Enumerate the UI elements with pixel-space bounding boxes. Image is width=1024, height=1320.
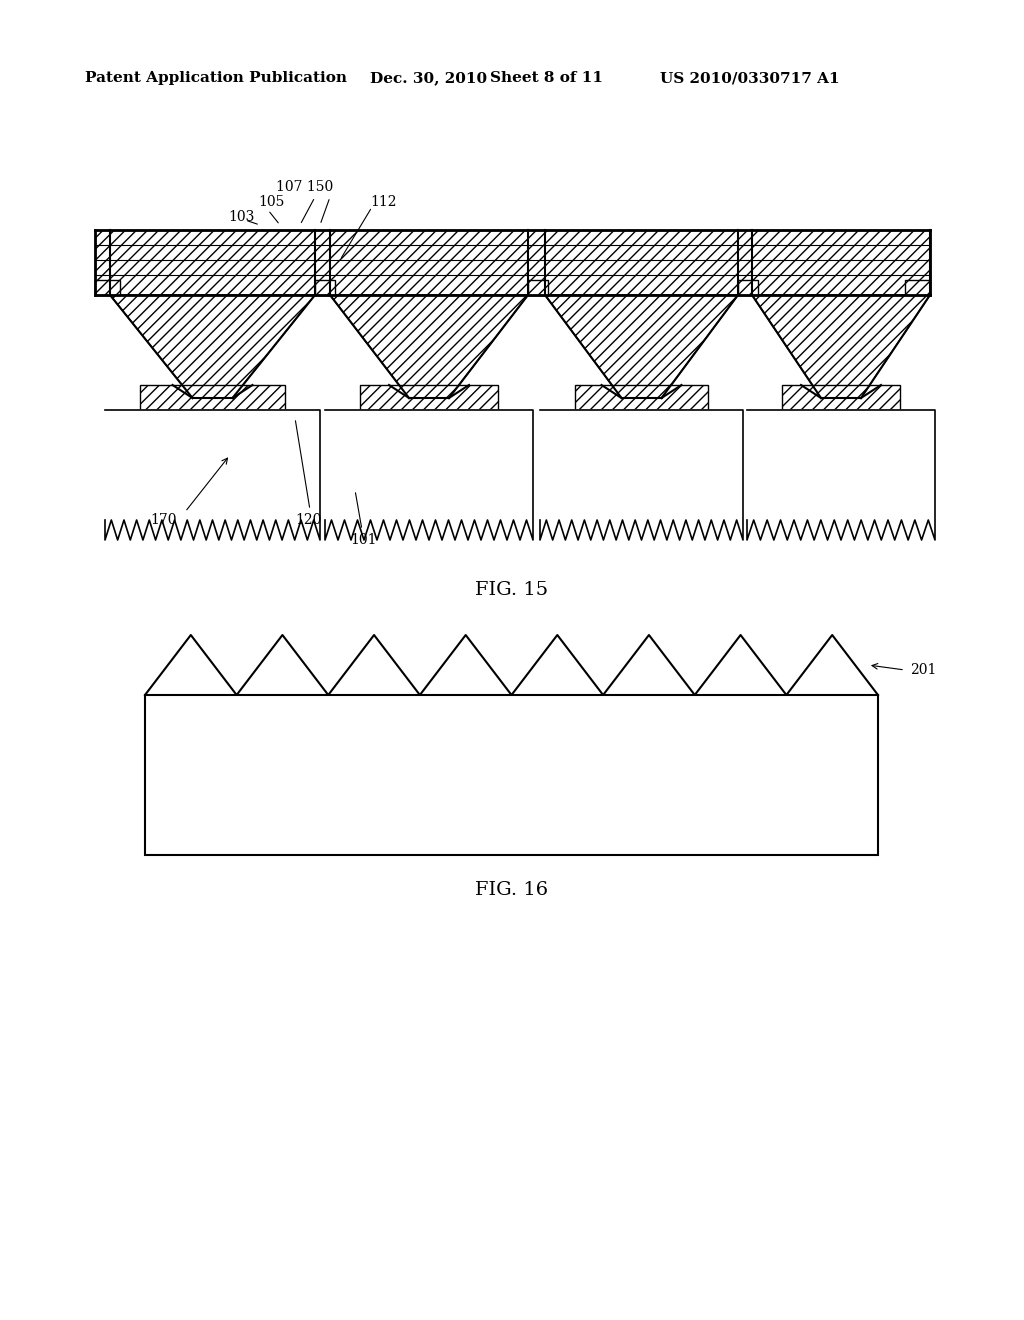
Text: 103: 103: [228, 210, 254, 224]
Polygon shape: [95, 230, 930, 294]
Polygon shape: [330, 294, 528, 399]
Text: 107 150: 107 150: [276, 180, 334, 194]
Polygon shape: [140, 385, 285, 411]
Text: Dec. 30, 2010: Dec. 30, 2010: [370, 71, 487, 84]
Polygon shape: [905, 280, 930, 294]
Polygon shape: [782, 385, 900, 411]
Text: US 2010/0330717 A1: US 2010/0330717 A1: [660, 71, 840, 84]
Text: 201: 201: [910, 663, 936, 677]
Polygon shape: [746, 411, 935, 540]
Text: FIG. 16: FIG. 16: [475, 880, 549, 899]
Polygon shape: [575, 385, 708, 411]
Text: 112: 112: [370, 195, 396, 209]
Polygon shape: [110, 294, 315, 399]
Text: 120: 120: [295, 513, 322, 527]
Text: 170: 170: [150, 513, 176, 527]
Polygon shape: [545, 294, 738, 399]
Polygon shape: [105, 411, 319, 540]
Text: Sheet 8 of 11: Sheet 8 of 11: [490, 71, 603, 84]
Text: 105: 105: [258, 195, 285, 209]
Polygon shape: [752, 294, 930, 399]
Polygon shape: [315, 280, 335, 294]
Polygon shape: [325, 411, 534, 540]
Polygon shape: [528, 280, 548, 294]
Polygon shape: [738, 280, 758, 294]
Polygon shape: [95, 280, 120, 294]
Text: FIG. 15: FIG. 15: [475, 581, 549, 599]
Polygon shape: [540, 411, 743, 540]
Text: 101: 101: [350, 533, 377, 546]
Text: Patent Application Publication: Patent Application Publication: [85, 71, 347, 84]
Polygon shape: [360, 385, 498, 411]
